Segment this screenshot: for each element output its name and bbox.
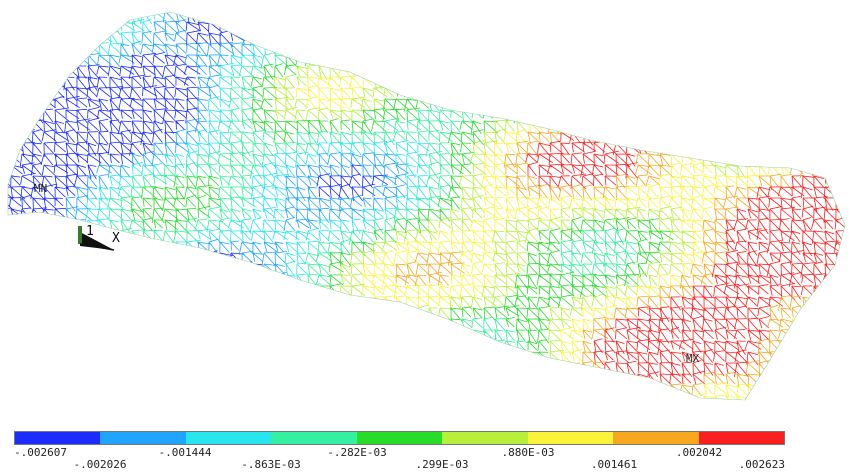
legend-color-bar [14, 431, 785, 445]
legend-tick-label: .299E-03 [415, 458, 469, 471]
legend-swatch [613, 432, 699, 444]
legend-swatch [356, 432, 443, 444]
legend-tick-label: -.002026 [73, 458, 127, 471]
triad-axis-icon [78, 226, 115, 251]
legend-tick-label: -.863E-03 [241, 458, 301, 471]
legend-tick-label: .880E-03 [501, 446, 555, 459]
legend-swatch [698, 432, 784, 444]
contour-plot: MN MX 1 X [7, 11, 846, 401]
min-marker-label: MN [34, 182, 48, 195]
legend-tick-label: .002623 [738, 458, 785, 471]
legend-swatch [442, 432, 528, 444]
legend-tick-label: -.002607 [14, 446, 67, 459]
legend-swatch [100, 432, 186, 444]
triad-number: 1 [86, 224, 94, 239]
coordinate-triad: 1 X [74, 222, 134, 254]
triad-x-label: X [112, 231, 120, 246]
legend-tick-label: .001461 [590, 458, 638, 471]
legend-tick-label: -.282E-03 [327, 446, 387, 459]
mesh-contour-graphic [7, 11, 846, 401]
legend-swatch [527, 432, 614, 444]
legend-tick-label: .002042 [675, 446, 723, 459]
legend-swatch [185, 432, 272, 444]
legend-swatch [271, 432, 357, 444]
contour-legend: -.002607 -.002026 -.001444 -.863E-03 -.2… [14, 431, 785, 471]
mesh-wireframe [8, 12, 845, 400]
legend-tick-label: -.001444 [158, 446, 212, 459]
max-marker-label: MX [686, 352, 700, 365]
legend-swatch [15, 432, 101, 444]
